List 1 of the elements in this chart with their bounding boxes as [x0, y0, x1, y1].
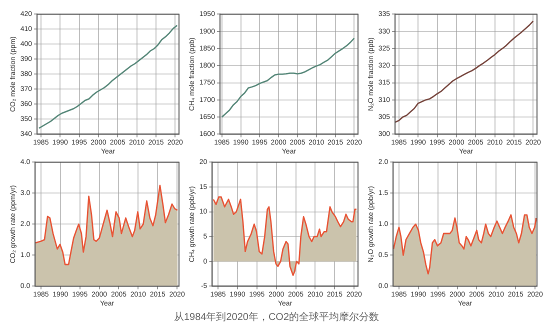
text: 从1984年到2020年，CO2的全球平均摩尔分数 [172, 310, 380, 324]
